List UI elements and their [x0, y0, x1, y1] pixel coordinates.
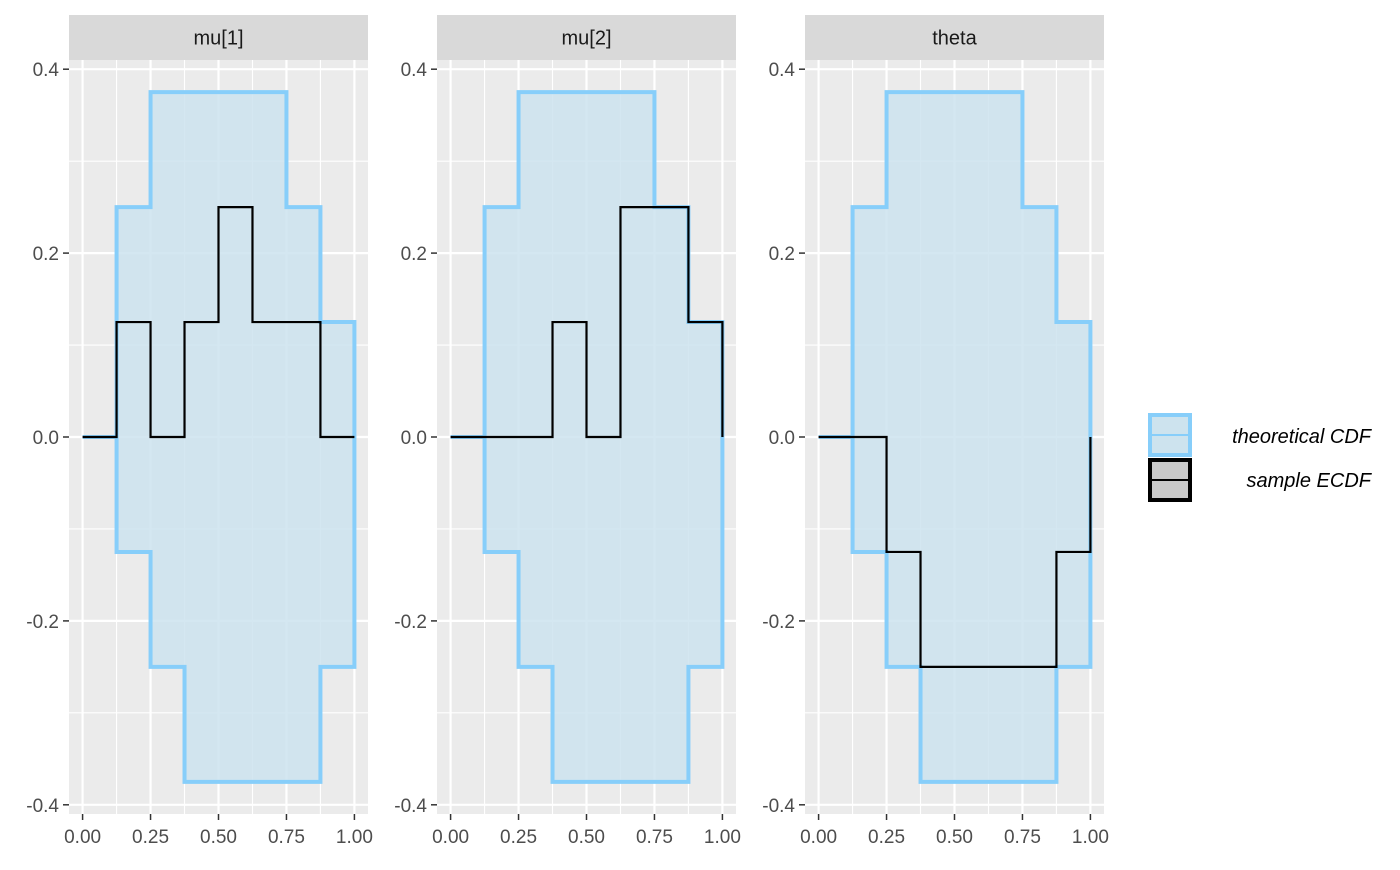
x-tick-label: 0.75	[1004, 827, 1041, 848]
y-tick-label: 0.2	[401, 244, 427, 265]
y-tick-label: -0.4	[394, 796, 427, 817]
x-tick-label: 0.75	[636, 827, 673, 848]
facet-strip-label: theta	[932, 28, 977, 50]
x-tick-label: 0.50	[568, 827, 605, 848]
x-tick-label: 0.25	[500, 827, 537, 848]
facet-panel-1: mu[2] 0.00 0.25 0.50 0.75 1.00 -0.4 -0.2 0.0 0.2 0…	[394, 15, 741, 848]
facet-strip	[69, 15, 368, 60]
sample-ecdf-line	[450, 206, 724, 439]
y-tick-label: -0.2	[394, 612, 427, 633]
y-tick-label: 0.2	[769, 244, 795, 265]
y-tick-label: -0.4	[762, 796, 795, 817]
facet-strip	[805, 15, 1104, 60]
facet-strip-label: mu[2]	[561, 28, 611, 50]
y-tick-label: 0.0	[769, 428, 795, 449]
y-tick-label: 0.4	[401, 60, 428, 81]
facet-strip-label: mu[1]	[193, 28, 243, 50]
y-tick-label: 0.0	[33, 428, 59, 449]
y-tick-label: 0.2	[33, 244, 59, 265]
sample-ecdf-line	[82, 206, 355, 439]
y-tick-label: 0.4	[769, 60, 796, 81]
x-tick-label: 0.50	[200, 827, 237, 848]
x-tick-label: 1.00	[1072, 827, 1109, 848]
y-tick-label: -0.2	[26, 612, 59, 633]
y-tick-label: 0.0	[401, 428, 427, 449]
x-tick-label: 1.00	[336, 827, 373, 848]
x-tick-label: 0.50	[936, 827, 973, 848]
y-tick-label: 0.4	[33, 60, 60, 81]
facet-panel-0: mu[1] 0.00 0.25 0.50 0.75 1.00 -0.4 -0.2 0.0 0.2 0…	[26, 15, 373, 848]
x-tick-label: 0.00	[64, 827, 101, 848]
facet-strip	[437, 15, 736, 60]
x-tick-label: 0.25	[132, 827, 169, 848]
facet-panel-2: theta 0.00 0.25 0.50 0.75 1.00 -0.4 -0.2 0.0 0.2 0…	[762, 15, 1109, 848]
x-tick-label: 0.00	[800, 827, 837, 848]
x-tick-label: 0.25	[868, 827, 905, 848]
sample-ecdf-line	[818, 435, 1092, 668]
legend: theoretical CDF sample ECDF	[1148, 413, 1373, 502]
y-tick-label: -0.4	[26, 796, 59, 817]
legend-label-sample-ecdf: sample ECDF	[1247, 470, 1373, 492]
y-tick-label: -0.2	[762, 612, 795, 633]
x-tick-label: 1.00	[704, 827, 741, 848]
x-tick-label: 0.00	[432, 827, 469, 848]
x-tick-label: 0.75	[268, 827, 305, 848]
legend-label-theoretical-cdf: theoretical CDF	[1232, 426, 1373, 448]
